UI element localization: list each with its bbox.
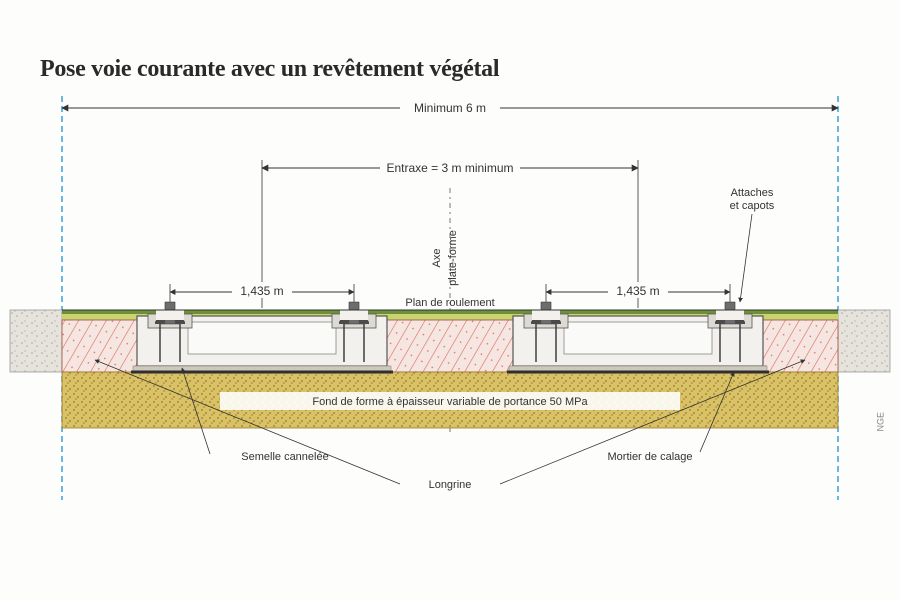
label-axe: Axe plate-forme: [431, 230, 459, 286]
label-fond: Fond de forme à épaisseur variable de po…: [312, 396, 588, 408]
svg-text:plate-forme: plate-forme: [447, 230, 459, 286]
svg-text:Longrine: Longrine: [429, 479, 472, 491]
diagram-page: Pose voie courante avec un revêtement vé…: [0, 0, 900, 600]
svg-text:Entraxe = 3 m minimum: Entraxe = 3 m minimum: [386, 161, 513, 175]
svg-text:Semelle cannelée: Semelle cannelée: [241, 451, 328, 463]
svg-text:Axe: Axe: [431, 249, 443, 268]
dim-overall: Minimum 6 m: [62, 98, 838, 116]
svg-text:Minimum 6 m: Minimum 6 m: [414, 101, 486, 115]
svg-text:1,435 m: 1,435 m: [616, 284, 659, 298]
label-plan: Plan de roulement: [405, 297, 494, 309]
leader-attaches: [740, 214, 752, 302]
shoulder-right: [838, 310, 890, 372]
shoulder-left: [10, 310, 62, 372]
svg-text:1,435 m: 1,435 m: [240, 284, 283, 298]
label-attaches: Attacheset capots: [730, 187, 775, 212]
svg-text:Attacheset capots: Attacheset capots: [730, 187, 775, 212]
svg-text:Mortier de calage: Mortier de calage: [608, 451, 693, 463]
cross-section-figure: Minimum 6 m Entraxe = 3 m minimum Attach…: [0, 0, 900, 600]
